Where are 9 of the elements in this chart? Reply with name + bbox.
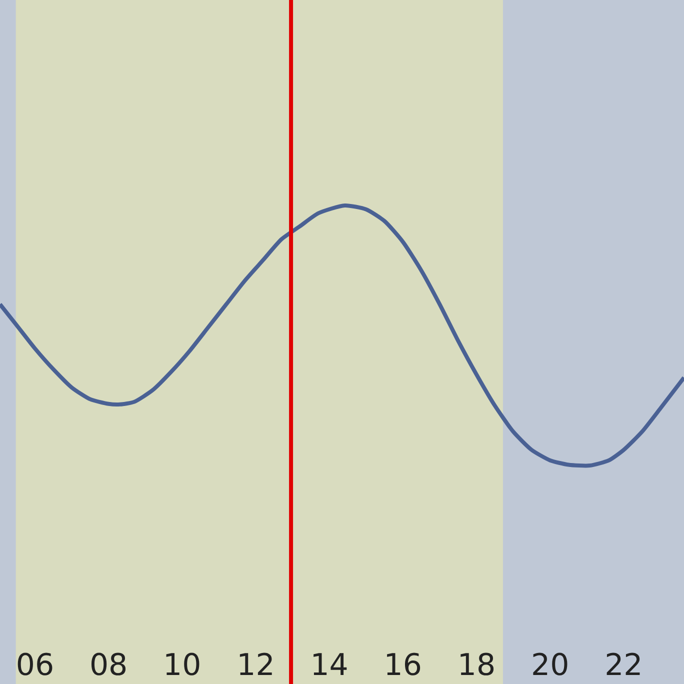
x-tick-label: 16 [384, 648, 422, 683]
x-tick-label: 14 [310, 648, 348, 683]
x-tick-label: 18 [457, 648, 496, 683]
x-tick-label: 22 [604, 648, 643, 683]
x-tick-label: 20 [530, 648, 570, 683]
x-tick-label: 08 [89, 648, 128, 683]
x-tick-label: 12 [236, 648, 275, 683]
x-tick-label: 10 [163, 648, 202, 683]
x-tick-label: 06 [16, 648, 54, 683]
